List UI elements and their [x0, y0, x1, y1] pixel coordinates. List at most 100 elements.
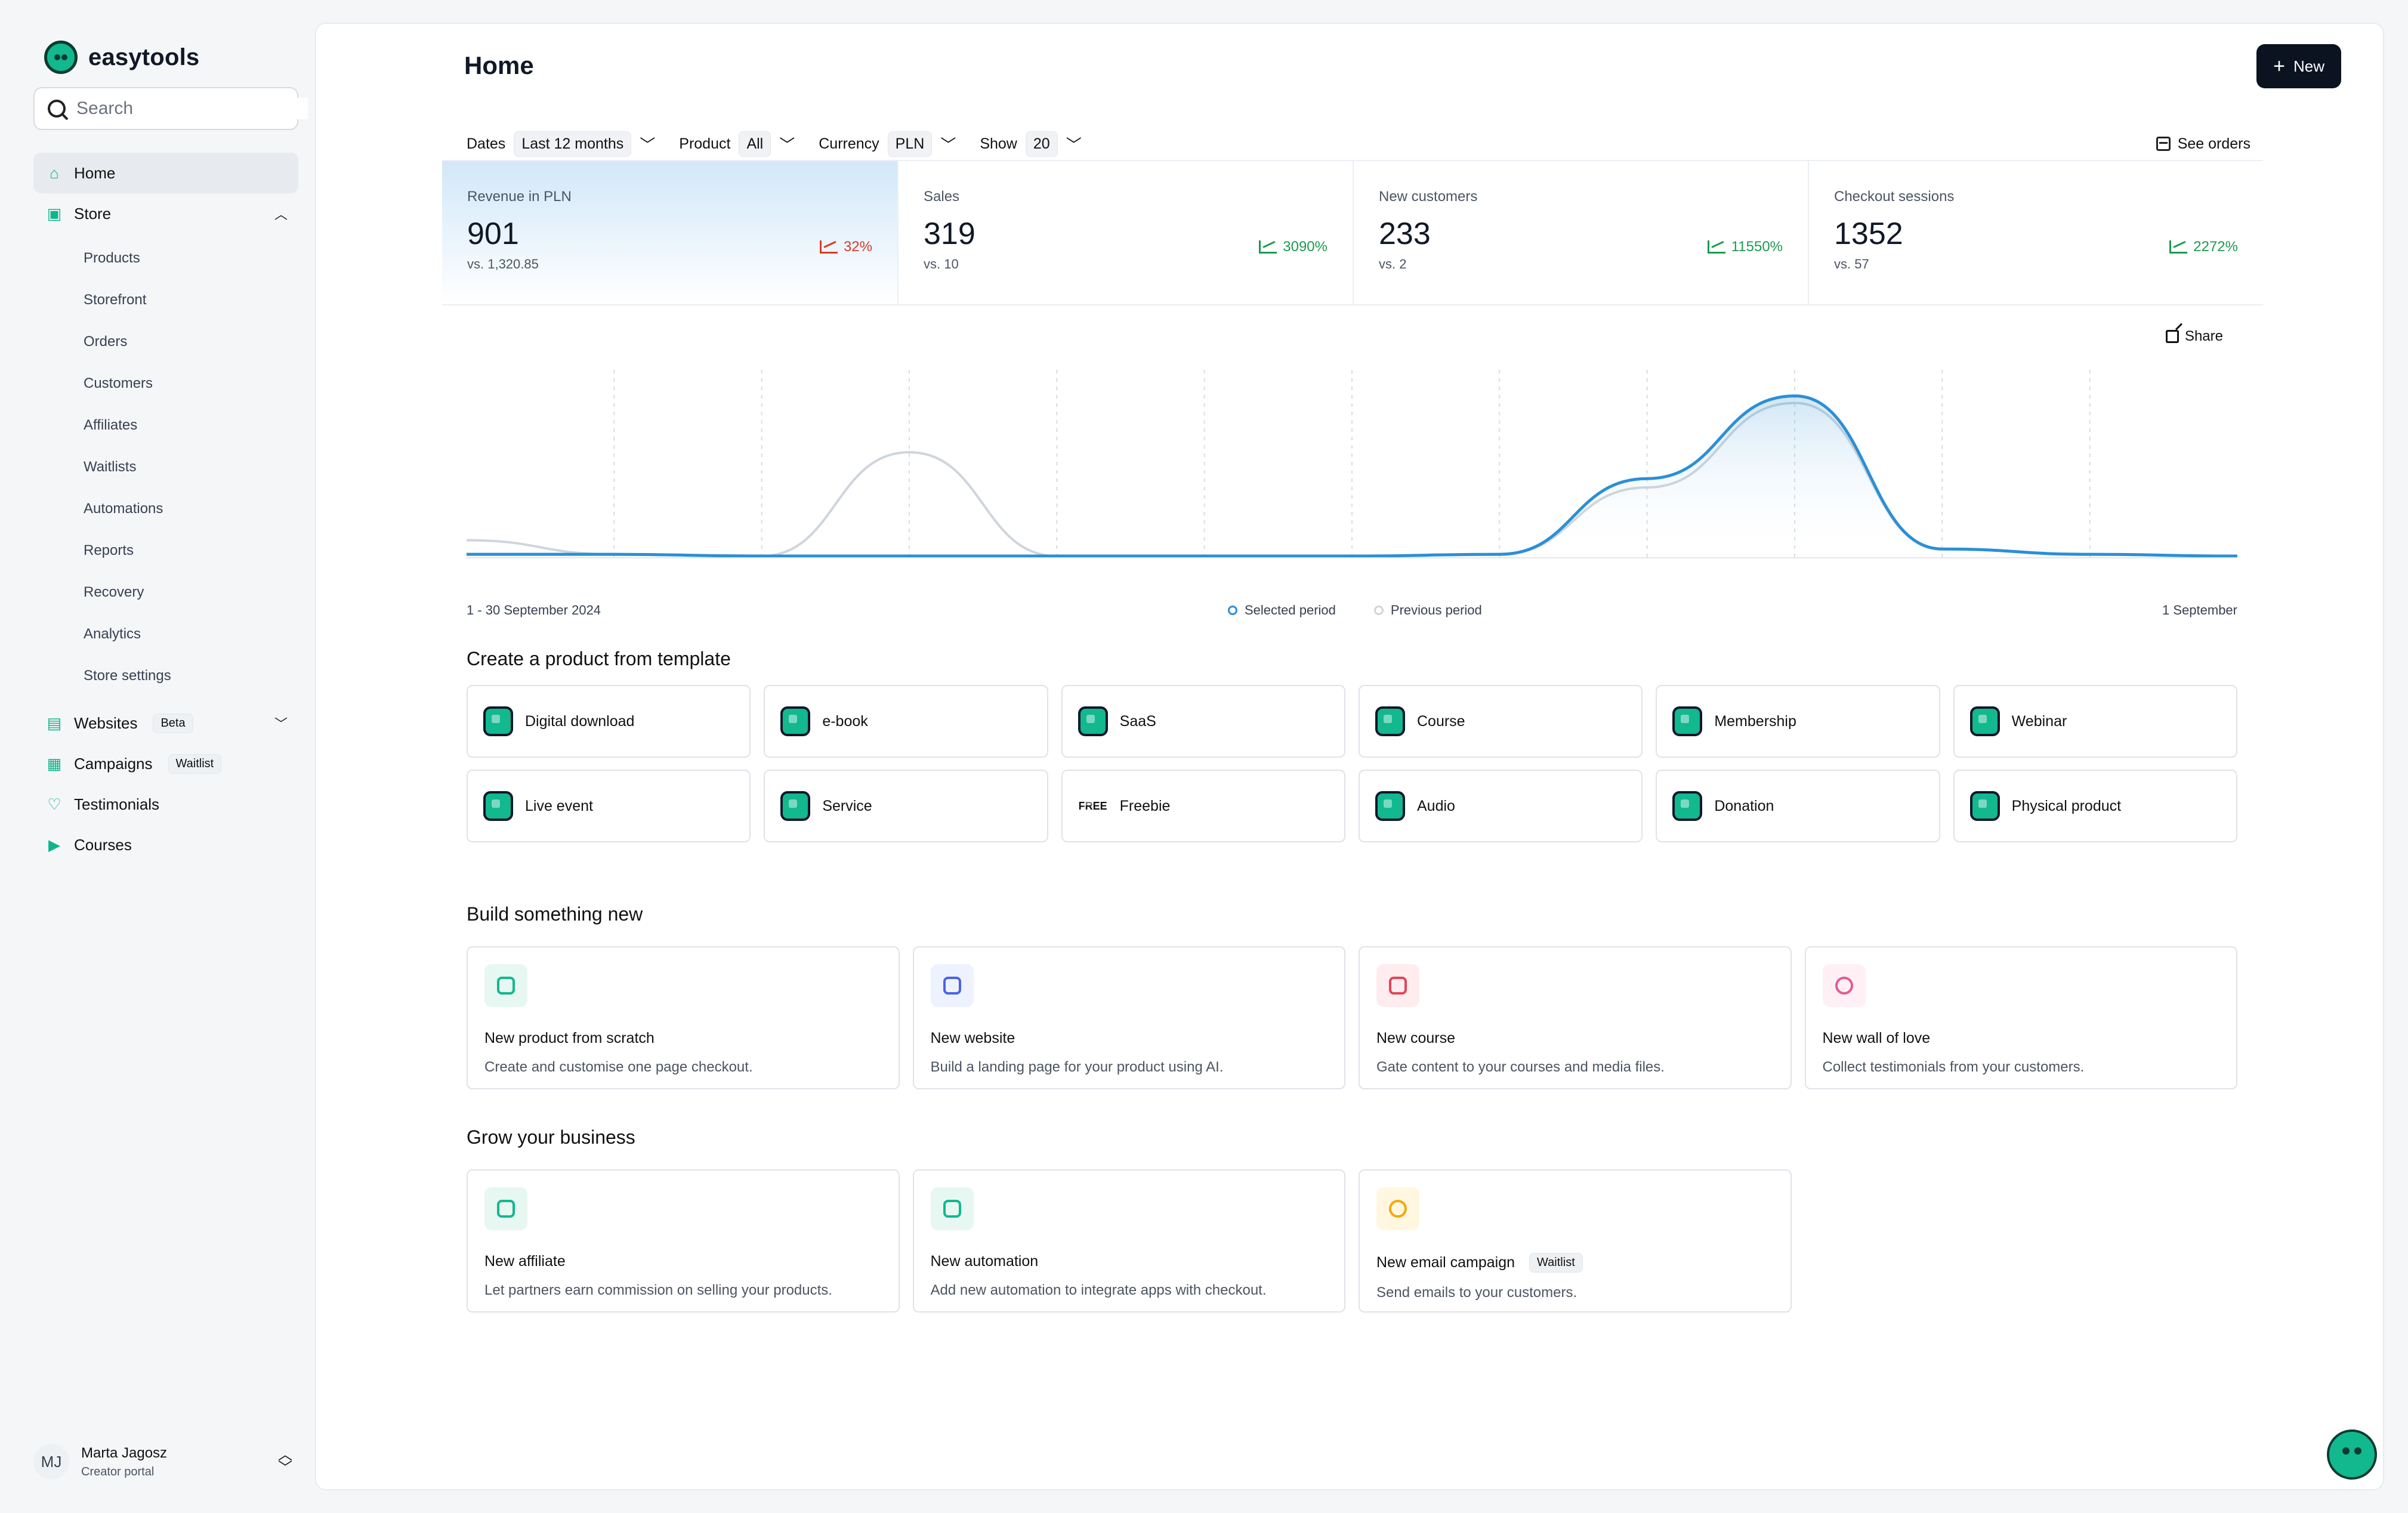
template-label: Course [1417, 712, 1465, 730]
avatar: MJ [33, 1444, 69, 1480]
filter-product[interactable]: Product All ﹀ [679, 131, 795, 157]
physical-product-icon [1969, 791, 2000, 821]
sidebar-item-courses[interactable]: ▶ Courses [33, 825, 298, 865]
share-button[interactable]: Share [2165, 328, 2223, 345]
sidebar-subitem[interactable]: Automations [84, 501, 163, 517]
template-label: SaaS [1119, 712, 1156, 730]
user-menu[interactable]: MJ Marta Jagosz Creator portal ︿ ﹀ [33, 1435, 292, 1488]
build-card-course[interactable]: New course Gate content to your courses … [1359, 946, 1792, 1089]
trend-up-icon [1707, 240, 1725, 254]
legend-label: Previous period [1390, 603, 1482, 617]
template-label: Webinar [2011, 712, 2067, 730]
filter-currency[interactable]: Currency PLN ﹀ [819, 131, 956, 157]
websites-icon: ▤ [47, 714, 62, 732]
metric-new-customers[interactable]: New customers 233 vs. 2 11550% [1353, 161, 1808, 304]
sidebar-item-store[interactable]: ▣ Store ︿ [33, 193, 298, 234]
filter-dates[interactable]: Dates Last 12 months ﹀ [467, 131, 655, 157]
build-card-wall-of-love[interactable]: New wall of love Collect testimonials fr… [1804, 946, 2237, 1089]
metric-sales[interactable]: Sales 319 vs. 10 3090% [897, 161, 1353, 304]
metric-checkout-sessions[interactable]: Checkout sessions 1352 vs. 57 2272% [1808, 161, 2263, 304]
template-label: Freebie [1119, 797, 1171, 814]
sidebar-item-campaigns[interactable]: ▦ Campaigns Waitlist [33, 743, 298, 784]
trend-up-icon [2169, 240, 2188, 254]
home-icon: ⌂ [50, 163, 59, 182]
see-orders-label: See orders [2177, 135, 2250, 152]
sidebar-subitem[interactable]: Waitlists [84, 459, 137, 475]
template-webinar[interactable]: Webinar [1953, 685, 2237, 758]
template-membership[interactable]: Membership [1656, 685, 1940, 758]
metric-change: 3090% [1259, 239, 1328, 255]
sidebar-subitem[interactable]: Store settings [84, 668, 171, 684]
template-ebook[interactable]: e-book [764, 685, 1048, 758]
legend-previous[interactable]: Previous period [1373, 603, 1482, 618]
sidebar-item-label: Courses [74, 835, 132, 854]
metric-label: Checkout sessions [1834, 189, 1955, 205]
template-donation[interactable]: Donation [1656, 770, 1940, 842]
card-title: New email campaign Waitlist [1376, 1253, 1774, 1273]
sidebar-subitem[interactable]: Orders [84, 334, 128, 350]
build-card-website[interactable]: New website Build a landing page for you… [912, 946, 1345, 1089]
new-button-label: New [2293, 57, 2324, 75]
chevron-down-icon[interactable]: ﹀ [274, 717, 288, 731]
search-box[interactable]: ⌘K [33, 87, 354, 130]
service-icon [780, 791, 811, 821]
card-desc: Create and customise one page checkout. [484, 1059, 753, 1075]
metric-change-value: 2272% [2193, 239, 2238, 255]
build-card-product[interactable]: New product from scratch Create and cust… [467, 946, 900, 1089]
chevron-updown-icon[interactable]: ︿ ﹀ [278, 1447, 292, 1476]
sidebar-subitem[interactable]: Recovery [84, 584, 144, 600]
donation-icon [1672, 791, 1703, 821]
chart-svg [466, 370, 2238, 558]
template-digital-download[interactable]: Digital download [467, 685, 751, 758]
search-input[interactable] [75, 98, 308, 119]
sidebar-item-websites[interactable]: ▤ Websites Beta ﹀ [33, 703, 298, 743]
support-chat-button[interactable] [2327, 1429, 2377, 1480]
page-title: Home [464, 51, 534, 79]
card-title: New automation [930, 1253, 1039, 1270]
filter-show[interactable]: Show 20 ﹀ [980, 131, 1082, 157]
sidebar-subitem[interactable]: Reports [84, 542, 134, 558]
courses-icon: ▶ [48, 835, 60, 854]
chevron-up-icon[interactable]: ︿ [274, 207, 288, 222]
sidebar-item-testimonials[interactable]: ♡ Testimonials [33, 784, 298, 825]
template-live-event[interactable]: Live event [467, 770, 751, 842]
template-freebie[interactable]: FREE Freebie [1061, 770, 1345, 842]
sidebar-subitem[interactable]: Affiliates [84, 417, 138, 433]
metric-label: New customers [1379, 189, 1478, 205]
brand[interactable]: easytools [44, 41, 298, 74]
grow-card-email-campaign[interactable]: New email campaign Waitlist Send emails … [1359, 1169, 1792, 1313]
legend-selected[interactable]: Selected period [1228, 603, 1336, 618]
chart-footer: 1 - 30 September 2024 Selected period Pr… [467, 603, 2237, 626]
sidebar-subitem[interactable]: Products [84, 250, 140, 266]
card-desc: Send emails to your customers. [1376, 1284, 1577, 1301]
grow-card-affiliate[interactable]: New affiliate Let partners earn commissi… [467, 1169, 900, 1313]
sidebar-item-home[interactable]: ⌂ Home [33, 153, 298, 193]
card-title: New product from scratch [484, 1030, 655, 1046]
audio-icon [1375, 791, 1405, 821]
new-button[interactable]: + New [2256, 44, 2341, 88]
template-label: e-book [822, 712, 868, 730]
filter-value: PLN [887, 131, 933, 157]
metric-revenue[interactable]: Revenue in PLN 901 vs. 1,320.85 32% [442, 161, 897, 304]
grow-card-automation[interactable]: New automation Add new automation to int… [912, 1169, 1345, 1313]
see-orders-link[interactable]: See orders [2156, 135, 2250, 153]
template-audio[interactable]: Audio [1359, 770, 1643, 842]
sidebar-subitem[interactable]: Storefront [84, 292, 147, 308]
sidebar-subitem[interactable]: Analytics [84, 626, 141, 642]
store-subnav: Products Storefront Orders Customers Aff… [33, 237, 298, 697]
template-course[interactable]: Course [1359, 685, 1643, 758]
filter-value: 20 [1025, 131, 1058, 157]
legend-label: Selected period [1245, 603, 1336, 617]
sidebar: easytools ⌘K ⌂ Home ▣ Store ︿ Products S… [11, 11, 354, 1502]
template-label: Service [822, 797, 872, 814]
metric-label: Revenue in PLN [467, 189, 572, 205]
share-icon [2165, 330, 2179, 343]
template-service[interactable]: Service [764, 770, 1048, 842]
trend-up-icon [1259, 240, 1277, 254]
template-saas[interactable]: SaaS [1061, 685, 1345, 758]
template-physical-product[interactable]: Physical product [1953, 770, 2237, 842]
sidebar-subitem[interactable]: Customers [84, 375, 153, 391]
store-icon: ▣ [47, 204, 62, 223]
metric-compare: vs. 2 [1379, 257, 1407, 271]
chevron-down-icon: ﹀ [1066, 135, 1082, 154]
